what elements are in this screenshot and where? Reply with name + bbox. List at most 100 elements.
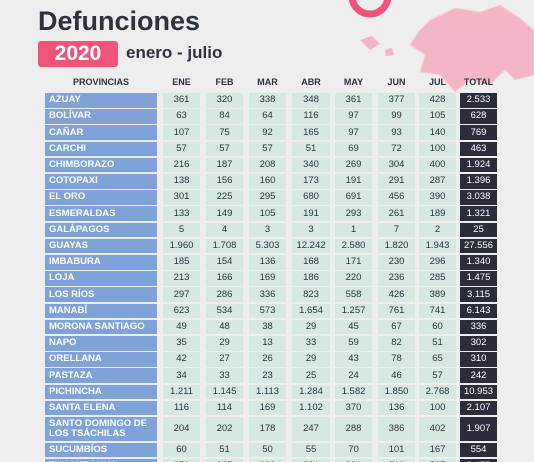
province-cell: MANABÍ: [45, 303, 157, 319]
ring: [348, 0, 392, 18]
column-header: PROVINCIAS: [72, 77, 129, 87]
month-cell: 1.943: [419, 238, 456, 254]
month-cell: 92: [249, 125, 286, 140]
province-cell: LOS RÍOS: [45, 287, 157, 302]
total-cell: 27.556: [460, 238, 497, 254]
total-cell: 25: [460, 222, 497, 238]
month-cell: 29: [292, 352, 330, 367]
month-cell: 426: [378, 287, 415, 302]
month-cell: 400: [419, 157, 456, 173]
month-cell: 386: [378, 417, 415, 441]
month-cell: 75: [206, 125, 243, 140]
month-cell: 348: [292, 93, 330, 108]
month-cell: 186: [292, 271, 330, 286]
month-cell: 64: [249, 109, 286, 124]
month-cell: 680: [292, 190, 330, 205]
province-cell: ESMERALDAS: [45, 206, 157, 221]
total-cell: 1.396: [460, 174, 497, 189]
map: [409, 4, 534, 93]
total-cell: 310: [460, 352, 497, 367]
month-cell: 33: [206, 368, 243, 383]
month-cell: 5: [163, 222, 200, 238]
month-cell: 65: [419, 352, 456, 367]
month-cell: 138: [163, 174, 200, 189]
month-cell: 823: [292, 287, 330, 302]
month-cell: 100: [419, 400, 456, 416]
month-cell: 178: [249, 417, 286, 441]
month-cell: 235: [206, 458, 243, 462]
province-cell: NAPO: [45, 336, 157, 351]
month-cell: 50: [249, 442, 286, 458]
province-cell: SANTA ELENA: [45, 400, 157, 416]
month-cell: 269: [335, 157, 372, 173]
month-cell: 49: [163, 319, 200, 335]
month-cell: 99: [378, 109, 415, 124]
month-cell: 370: [335, 400, 372, 416]
month-cell: 82: [378, 336, 415, 351]
month-cell: 1.102: [292, 400, 330, 416]
month-cell: 191: [292, 206, 330, 221]
month-cell: 34: [163, 368, 200, 383]
title: Defunciones: [38, 6, 201, 36]
province-cell: ORELLANA: [45, 352, 157, 367]
month-cell: 518: [378, 458, 415, 462]
month-cell: 250: [163, 458, 200, 462]
month-cell: 402: [419, 417, 456, 441]
month-cell: 116: [163, 400, 200, 416]
month-cell: 428: [419, 93, 456, 108]
province-cell: GALÁPAGOS: [45, 222, 157, 238]
month-cell: 57: [206, 141, 243, 157]
month-cell: 29: [292, 319, 330, 335]
month-cell: 93: [378, 125, 415, 140]
column-header: JUL: [428, 77, 446, 87]
total-cell: 242: [460, 368, 497, 383]
total-cell: 1.321: [460, 206, 497, 221]
month-cell: 57: [419, 368, 456, 383]
month-cell: 1.284: [292, 384, 330, 400]
province-cell: LOJA: [45, 271, 157, 286]
month-cell: 320: [206, 93, 243, 108]
month-cell: 25: [292, 368, 330, 383]
province-cell: COTOPAXI: [45, 174, 157, 189]
total-cell: 554: [460, 442, 497, 458]
month-cell: 2: [419, 222, 456, 238]
month-cell: 3: [292, 222, 330, 238]
month-cell: 42: [163, 352, 200, 367]
month-cell: 5.303: [249, 238, 286, 254]
month-cell: 4: [206, 222, 243, 238]
month-cell: 55: [292, 442, 330, 458]
month-cell: 336: [249, 287, 286, 302]
month-cell: 23: [249, 368, 286, 383]
month-cell: 168: [292, 255, 330, 270]
column-header: ENE: [172, 77, 191, 87]
province-cell: AZUAY: [45, 93, 157, 108]
month-cell: 285: [419, 271, 456, 286]
month-cell: 377: [378, 93, 415, 108]
year-badge: 2020: [38, 41, 118, 67]
total-cell: 336: [460, 319, 497, 335]
total-cell: 463: [460, 141, 497, 157]
month-cell: 1.654: [292, 303, 330, 319]
month-cell: 105: [419, 109, 456, 124]
month-cell: 101: [378, 442, 415, 458]
month-cell: 216: [163, 157, 200, 173]
month-cell: 156: [206, 174, 243, 189]
month-cell: 1.850: [378, 384, 415, 400]
month-cell: 140: [419, 125, 456, 140]
month-cell: 213: [163, 271, 200, 286]
month-cell: 13: [249, 336, 286, 351]
total-cell: 1.475: [460, 271, 497, 286]
month-cell: 204: [163, 417, 200, 441]
month-cell: 38: [249, 319, 286, 335]
month-cell: 167: [419, 442, 456, 458]
month-cell: 761: [378, 303, 415, 319]
month-cell: 1.820: [378, 238, 415, 254]
month-cell: 288: [335, 417, 372, 441]
province-cell: PASTAZA: [45, 368, 157, 383]
province-cell: SANTO DOMINGO DE LOS TSÁCHILAS: [45, 417, 157, 441]
month-cell: 623: [163, 303, 200, 319]
month-cell: 1.211: [163, 384, 200, 400]
total-cell: 2.455: [460, 458, 497, 462]
month-cell: 223: [249, 458, 286, 462]
month-cell: 51: [419, 336, 456, 351]
